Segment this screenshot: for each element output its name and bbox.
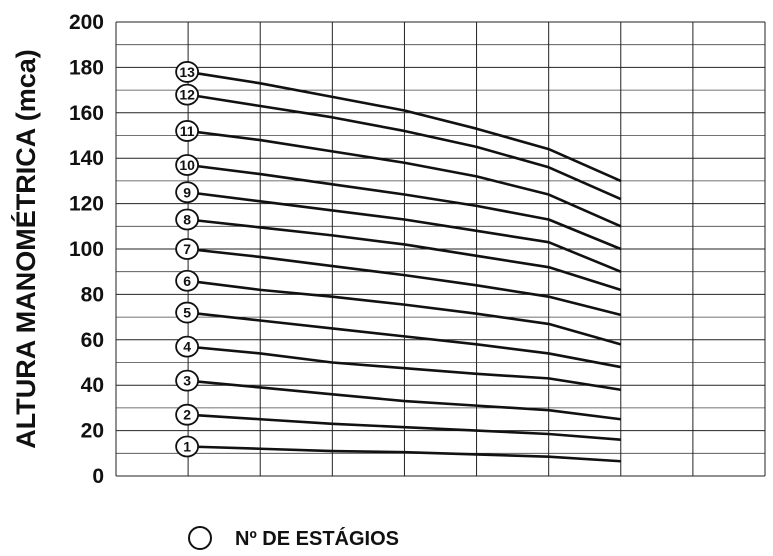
y-tick-label: 20 — [81, 420, 104, 443]
stage-label-8: 8 — [175, 208, 200, 231]
stage-label-10: 10 — [175, 154, 200, 176]
stage-circle-icon — [175, 120, 200, 142]
stage-label-text: 2 — [183, 407, 191, 423]
y-tick-label: 180 — [69, 56, 104, 79]
stage-circle-icon — [175, 181, 200, 204]
y-tick-label: 40 — [81, 374, 104, 397]
series-line-8 — [187, 218, 622, 292]
stage-circle-icon — [175, 154, 200, 176]
stage-circle-icon — [175, 435, 200, 458]
series-line-11 — [187, 129, 622, 228]
stage-label-text: 3 — [183, 373, 191, 389]
stage-circle-icon — [175, 335, 200, 358]
stage-label-4: 4 — [175, 335, 200, 358]
series-line-7 — [187, 247, 622, 317]
y-tick-label: 80 — [81, 283, 104, 306]
series-line-10 — [187, 163, 622, 251]
stage-circle-icon — [175, 208, 200, 231]
stage-label-text: 5 — [183, 305, 191, 321]
series-line-2 — [188, 413, 621, 441]
stage-label-2: 2 — [175, 403, 200, 426]
stage-circle-icon — [175, 301, 200, 324]
stage-circle-icon — [175, 83, 200, 106]
y-tick-label: 120 — [69, 193, 104, 216]
stage-circle-icon — [175, 369, 200, 392]
stage-label-text: 6 — [183, 273, 191, 289]
series-line-4 — [187, 345, 621, 392]
stage-label-text: 11 — [180, 123, 195, 139]
stage-label-12: 12 — [175, 83, 200, 106]
stage-label-text: 8 — [183, 211, 191, 227]
series-line-12 — [187, 93, 622, 201]
stage-label-6: 6 — [175, 269, 200, 292]
legend: Nº DE ESTÁGIOS — [188, 526, 399, 550]
stage-circle-icon — [175, 403, 200, 426]
series-line-13 — [187, 70, 622, 183]
stage-circle-icon — [175, 269, 200, 292]
stage-label-text: 12 — [179, 87, 195, 103]
y-tick-label: 200 — [69, 11, 104, 34]
y-axis: 0 20 40 60 80 100 120 140 160 180 200 — [69, 11, 104, 488]
y-tick-label: 140 — [69, 147, 104, 170]
series-line-6 — [187, 279, 622, 346]
stage-circle-icon — [175, 238, 200, 260]
series-line-3 — [187, 379, 621, 421]
y-tick-label: 160 — [69, 102, 104, 125]
stage-label-9: 9 — [175, 181, 200, 204]
stage-label-11: 11 — [175, 120, 200, 142]
y-tick-label: 60 — [81, 329, 104, 352]
y-axis-label: ALTURA MANOMÉTRICA (mca) — [10, 49, 41, 448]
y-tick-label: 100 — [69, 238, 104, 261]
stage-circle-icon — [175, 61, 200, 83]
stage-label-text: 10 — [179, 157, 195, 173]
grid — [115, 21, 766, 477]
stage-label-text: 9 — [183, 184, 191, 200]
y-tick-label: 0 — [92, 465, 104, 488]
series-line-5 — [187, 311, 622, 369]
series-line-9 — [187, 190, 622, 273]
stage-label-13: 13 — [175, 61, 200, 83]
legend-label: Nº DE ESTÁGIOS — [235, 527, 399, 550]
series-lines — [187, 70, 622, 463]
stage-label-text: 4 — [183, 339, 191, 355]
stage-label-text: 13 — [179, 64, 195, 80]
stage-label-text: 7 — [183, 241, 191, 257]
stage-label-3: 3 — [175, 369, 200, 392]
stage-label-7: 7 — [175, 238, 200, 260]
series-line-1 — [188, 445, 621, 463]
stage-label-5: 5 — [175, 301, 200, 324]
stage-label-text: 1 — [183, 438, 191, 454]
stage-label-1: 1 — [175, 435, 200, 458]
legend-circle-icon — [188, 526, 212, 550]
